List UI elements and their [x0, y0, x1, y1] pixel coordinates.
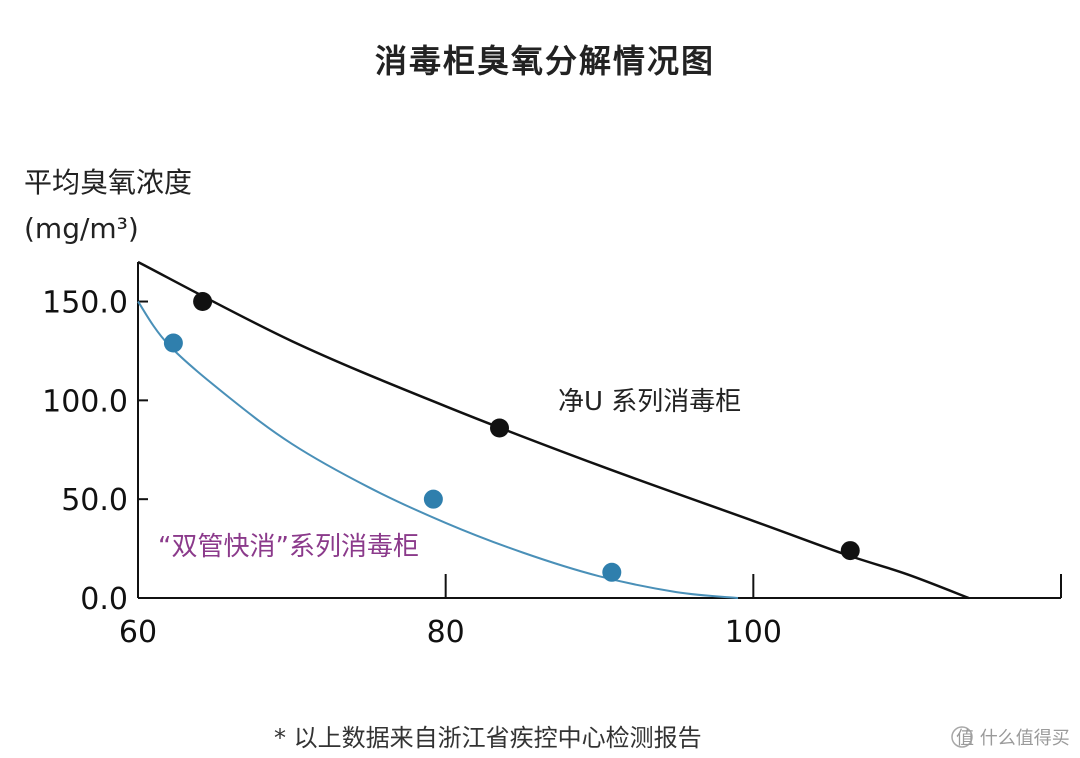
series-point-1 — [423, 489, 443, 509]
y-axis-label-line1: 平均臭氧浓度 — [24, 166, 192, 199]
axes: 0.0 50.0 100.0 150.0 60 80 100 — [42, 262, 1062, 650]
y-tick-label: 50.0 — [61, 483, 128, 518]
series-point-0 — [840, 541, 860, 561]
series-point-1 — [163, 333, 183, 353]
x-tick-label: 100 — [725, 615, 782, 650]
watermark-text: 值 什么值得买 — [956, 728, 1070, 749]
series-point-1 — [602, 562, 622, 582]
y-axis-label-line2: (mg/m³) — [24, 212, 139, 245]
watermark: 值 什么值得买 — [951, 726, 1070, 749]
y-tick-label: 0.0 — [80, 582, 128, 617]
footnote: * 以上数据来自浙江省疾控中心检测报告 — [274, 724, 702, 752]
x-tick-label: 80 — [427, 615, 465, 650]
series-line-0 — [137, 260, 970, 600]
series-label-blue: “双管快消”系列消毒柜 — [158, 532, 419, 562]
watermark-badge-icon — [951, 726, 973, 748]
chart-title: 消毒柜臭氧分解情况图 — [375, 42, 715, 80]
x-tick-label: 60 — [119, 615, 157, 650]
y-tick-label: 150.0 — [42, 286, 128, 321]
series-point-0 — [193, 292, 213, 312]
y-tick-label: 100.0 — [42, 384, 128, 419]
series-label-black: 净U 系列消毒柜 — [558, 387, 741, 417]
series-line-1 — [137, 300, 739, 599]
series-layer — [137, 260, 970, 600]
series-point-0 — [490, 418, 510, 438]
